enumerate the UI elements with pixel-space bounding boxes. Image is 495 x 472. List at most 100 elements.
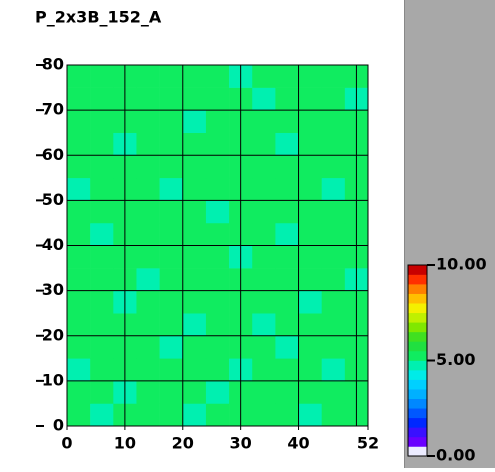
heatmap-cell: [205, 358, 230, 382]
heatmap-cell: [136, 403, 160, 427]
heatmap-cell: [321, 177, 346, 201]
colorbar-band: [408, 350, 427, 361]
heatmap-cell: [205, 268, 230, 291]
heatmap-cell: [182, 65, 207, 88]
heatmap-cell: [252, 290, 276, 314]
heatmap-cell: [182, 290, 207, 314]
colorbar-tick-label: 5.00: [436, 350, 475, 369]
heatmap-cell: [136, 245, 160, 269]
heatmap-cell: [182, 403, 207, 427]
heatmap-cell: [275, 358, 299, 382]
heatmap-cell: [159, 155, 184, 179]
colorbar-tick-label: 0.00: [436, 446, 475, 465]
heatmap-cell: [182, 380, 207, 404]
heatmap-cell: [205, 87, 230, 111]
heatmap-cell: [252, 403, 276, 427]
heatmap-cell: [182, 110, 207, 133]
heatmap-cell: [252, 132, 276, 156]
heatmap-cell: [252, 177, 276, 201]
y-tick-label: 60: [42, 145, 64, 164]
heatmap-cell: [298, 403, 322, 427]
heatmap-cell: [159, 380, 184, 404]
heatmap-cell: [136, 358, 160, 382]
heatmap-cell: [298, 358, 322, 382]
x-tick-label: 10: [114, 434, 136, 453]
heatmap-cell: [298, 200, 322, 224]
heatmap-cell: [136, 268, 160, 291]
heatmap-cell: [298, 335, 322, 359]
heatmap-cell: [205, 65, 230, 88]
heatmap-cell: [159, 65, 184, 88]
colorbar-band: [408, 331, 427, 342]
heatmap-cell: [90, 222, 114, 246]
heatmap-cell: [67, 290, 91, 314]
heatmap-cell: [275, 65, 299, 88]
heatmap-cell: [298, 222, 322, 246]
heatmap-cell: [136, 65, 160, 88]
heatmap-cell: [182, 245, 207, 269]
heatmap-cell: [182, 200, 207, 224]
heatmap-cell: [205, 313, 230, 337]
y-tick-label: 80: [42, 55, 64, 74]
y-tick-label: 40: [42, 235, 64, 254]
heatmap-cell: [205, 335, 230, 359]
colorbar-band: [408, 408, 427, 419]
heatmap-cell: [298, 65, 322, 88]
chart-title: P_2x3B_152_A: [35, 8, 162, 27]
colorbar-band: [408, 265, 427, 275]
heatmap-cell: [182, 132, 207, 156]
heatmap-cell: [321, 335, 346, 359]
colorbar-band: [408, 389, 427, 399]
heatmap-cell: [90, 110, 114, 133]
colorbar-band: [408, 360, 427, 371]
heatmap-cell: [275, 335, 299, 359]
heatmap-cell: [275, 132, 299, 156]
heatmap-cell: [298, 245, 322, 269]
heatmap-cell: [182, 222, 207, 246]
heatmap-cell: [298, 290, 322, 314]
heatmap-cell: [275, 290, 299, 314]
heatmap-cell: [205, 380, 230, 404]
heatmap-cell: [159, 177, 184, 201]
heatmap-cell: [275, 222, 299, 246]
heatmap-cell: [205, 132, 230, 156]
heatmap-cell: [321, 358, 346, 382]
heatmap-cell: [205, 110, 230, 133]
heatmap-cell: [159, 200, 184, 224]
heatmap-cell: [182, 268, 207, 291]
x-tick-label: 30: [230, 434, 252, 453]
colorbar-band: [408, 322, 427, 333]
heatmap-cell: [252, 65, 276, 88]
plot-frame: [66, 64, 369, 427]
heatmap-cell: [252, 380, 276, 404]
heatmap-cell: [136, 200, 160, 224]
heatmap-cell: [182, 155, 207, 179]
heatmap-cell: [159, 335, 184, 359]
heatmap-cell: [321, 290, 346, 314]
heatmap-cell: [67, 358, 91, 382]
heatmap-cell: [321, 222, 346, 246]
heatmap-cell: [252, 87, 276, 111]
heatmap-cell: [298, 87, 322, 111]
heatmap-cell: [298, 268, 322, 291]
y-tick-label: 50: [42, 190, 64, 209]
heatmap-cell: [182, 87, 207, 111]
heatmap-cell: [252, 335, 276, 359]
heatmap-cell: [252, 155, 276, 179]
heatmap-cell: [298, 110, 322, 133]
heatmap-cell: [67, 132, 91, 156]
heatmap-cell: [159, 358, 184, 382]
heatmap-cell: [136, 177, 160, 201]
heatmap-cell: [136, 132, 160, 156]
heatmap-cell: [159, 403, 184, 427]
heatmap-cell: [67, 200, 91, 224]
heatmap-cell: [321, 132, 346, 156]
heatmap-cell: [90, 200, 114, 224]
heatmap-cell: [90, 358, 114, 382]
heatmap-cell: [67, 87, 91, 111]
heatmap-cell: [159, 132, 184, 156]
heatmap-cell: [252, 313, 276, 337]
heatmap-cell: [321, 65, 346, 88]
colorbar-band: [408, 417, 427, 428]
heatmap-cell: [321, 403, 346, 427]
